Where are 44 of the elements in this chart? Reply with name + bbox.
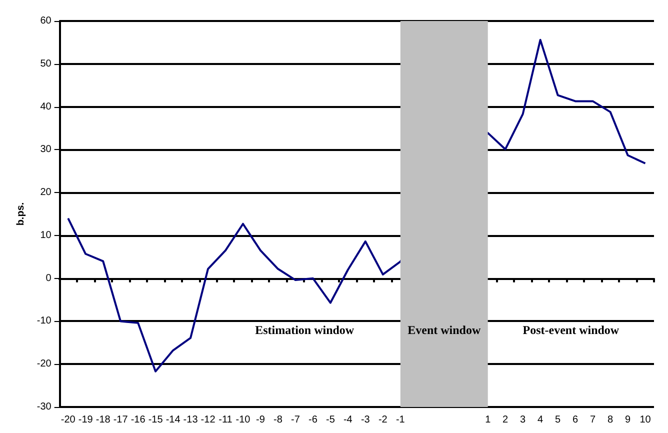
annotation: Post-event window (522, 323, 620, 337)
y-tick-label: 10 (40, 230, 52, 241)
x-tick-label: 1 (485, 414, 492, 426)
y-tick-label: -20 (36, 358, 52, 370)
x-tick-label: -9 (256, 414, 266, 426)
x-tick-label: -16 (130, 414, 146, 426)
x-tick-label: -1 (396, 414, 406, 426)
y-tick-label: 30 (40, 144, 52, 156)
y-tick-label: 0 (46, 272, 52, 284)
x-tick-label: -20 (60, 414, 76, 426)
band-label: Event window (408, 322, 481, 337)
y-tick-label: -30 (36, 402, 52, 412)
x-tick-label: 9 (624, 414, 631, 426)
x-tick-label: -18 (96, 414, 111, 426)
x-tick-label: -10 (236, 414, 251, 426)
x-tick-label: -8 (274, 414, 283, 426)
y-tick-label: 40 (40, 101, 52, 112)
y-tick-label: 60 (40, 16, 52, 26)
x-tick-label: 6 (572, 414, 579, 426)
x-tick-label: -6 (308, 414, 318, 426)
x-tick-label: -2 (378, 414, 388, 426)
x-tick-label: -17 (113, 414, 128, 426)
x-tick-label: 3 (520, 414, 526, 426)
y-tick-label: 50 (40, 58, 52, 70)
x-tick-label: -7 (291, 414, 300, 426)
x-tick-label: 2 (502, 414, 509, 426)
x-tick-label: -5 (326, 414, 336, 426)
y-axis-title: b.ps. (16, 202, 26, 226)
x-tick-label: -14 (166, 414, 181, 426)
x-tick-label: -19 (78, 414, 94, 426)
x-tick-label: -13 (183, 414, 198, 426)
x-tick-label: -15 (148, 414, 164, 426)
x-tick-label: 10 (640, 414, 652, 426)
x-tick-label: -12 (200, 414, 216, 426)
x-tick-label: 4 (538, 414, 544, 426)
y-tick-label: 20 (40, 187, 52, 198)
x-tick-label: 7 (590, 414, 596, 426)
x-tick-label: 8 (607, 414, 614, 426)
x-tick-label: 5 (555, 414, 562, 426)
y-tick-label: -10 (36, 316, 52, 327)
x-tick-label: -11 (218, 414, 233, 426)
x-tick-label: -4 (343, 414, 353, 426)
annotation: Estimation window (255, 323, 354, 337)
x-tick-label: -3 (360, 414, 370, 426)
